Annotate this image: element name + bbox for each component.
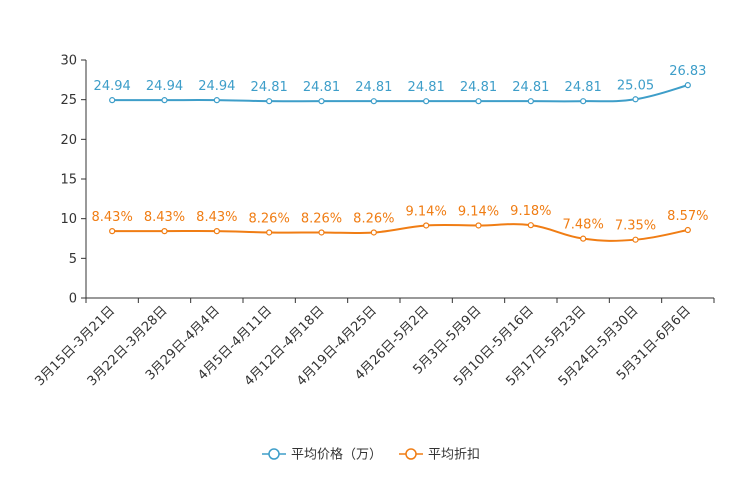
data-label: 8.26% (249, 211, 290, 226)
data-label: 24.81 (303, 80, 340, 95)
data-label: 24.94 (146, 79, 183, 94)
data-label: 8.26% (353, 211, 394, 226)
data-label: 8.43% (144, 210, 185, 225)
data-label: 8.43% (196, 210, 237, 225)
legend-label: 平均折扣 (428, 448, 480, 463)
data-point[interactable] (475, 98, 482, 105)
data-point[interactable] (370, 98, 377, 105)
data-label: 8.57% (667, 209, 708, 224)
y-axis: 0 5 10 15 20 25 30 (60, 54, 87, 307)
data-label: 24.81 (251, 80, 288, 95)
data-label: 24.94 (94, 79, 131, 94)
y-tick-label: 10 (60, 212, 77, 227)
data-point[interactable] (684, 82, 691, 89)
x-axis: 3月15日-3月21日3月22日-3月28日3月29日-4月4日4月5日-4月1… (32, 297, 715, 389)
data-label: 26.83 (669, 64, 706, 79)
data-label: 24.81 (565, 80, 602, 95)
data-point[interactable] (213, 228, 220, 235)
legend-label: 平均价格（万） (291, 447, 382, 463)
data-point[interactable] (109, 97, 116, 104)
data-point[interactable] (475, 222, 482, 229)
data-label: 24.94 (198, 79, 235, 94)
y-tick-label: 25 (60, 93, 77, 108)
data-point[interactable] (684, 226, 691, 234)
data-label: 7.35% (615, 219, 656, 234)
series-2: 8.43% 8.43% 8.43% 8.26% 8.26% 8.26% 9.14% 9.14%… (92, 204, 708, 243)
series-layer: 24.94 24.94 24.94 24.81 24.81 24.81 24.81 24.81… (92, 64, 708, 243)
data-point[interactable] (318, 229, 325, 236)
data-label: 9.14% (406, 204, 447, 219)
legend[interactable]: 平均价格（万） 平均折扣 (262, 447, 480, 463)
data-label: 24.81 (460, 80, 497, 95)
y-tick-label: 30 (60, 54, 77, 69)
data-point[interactable] (580, 235, 587, 242)
data-label: 9.14% (458, 204, 499, 219)
legend-marker-icon (268, 448, 280, 460)
data-label: 25.05 (617, 78, 654, 93)
y-tick-label: 15 (60, 173, 77, 188)
data-point[interactable] (109, 228, 116, 235)
data-label: 24.81 (355, 80, 392, 95)
data-point[interactable] (580, 98, 587, 105)
y-tick-label: 20 (60, 133, 77, 148)
y-tick-label: 5 (69, 252, 77, 267)
series-1: 24.94 24.94 24.94 24.81 24.81 24.81 24.81 24.81… (94, 64, 706, 105)
data-label: 24.81 (408, 80, 445, 95)
legend-item-2[interactable]: 平均折扣 (399, 448, 480, 463)
data-label: 8.26% (301, 211, 342, 226)
data-point[interactable] (161, 228, 168, 235)
data-point[interactable] (266, 229, 273, 236)
data-point[interactable] (318, 98, 325, 105)
data-label: 9.18% (510, 204, 551, 219)
series-line (112, 223, 689, 242)
data-point[interactable] (632, 96, 639, 103)
legend-marker-icon (405, 448, 417, 460)
data-point[interactable] (266, 98, 273, 105)
data-point[interactable] (632, 236, 639, 243)
data-point[interactable] (527, 98, 534, 105)
data-point[interactable] (213, 97, 220, 104)
y-tick-label: 0 (69, 292, 77, 307)
data-point[interactable] (423, 222, 430, 229)
series-line (112, 84, 689, 103)
data-point[interactable] (527, 222, 534, 229)
data-label: 24.81 (512, 80, 549, 95)
data-point[interactable] (423, 98, 430, 105)
legend-item-1[interactable]: 平均价格（万） (262, 447, 382, 463)
data-point[interactable] (161, 97, 168, 104)
data-point[interactable] (370, 229, 377, 236)
data-label: 7.48% (563, 218, 604, 233)
data-label: 8.43% (92, 210, 133, 225)
